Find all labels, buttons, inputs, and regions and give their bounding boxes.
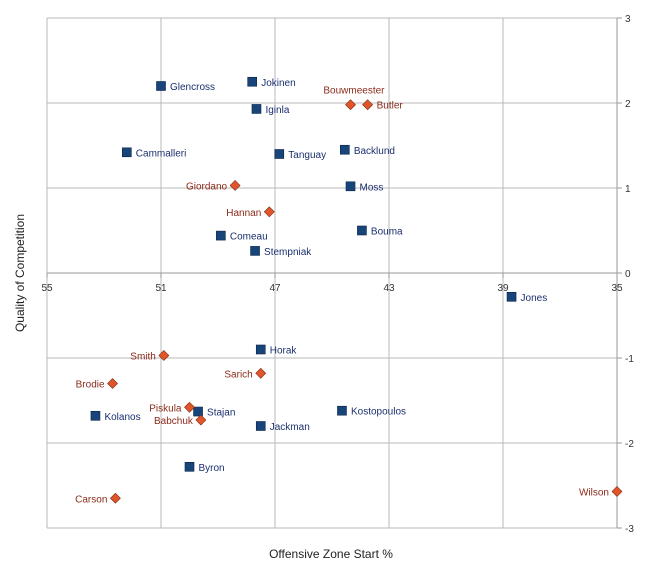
forward-point-label: Jones [521, 293, 548, 304]
defense-point [263, 206, 275, 218]
forward-point [251, 104, 262, 114]
defense-point-label: Babchuk [154, 416, 194, 427]
defense-point [229, 180, 241, 191]
forward-point-label: Backlund [354, 146, 395, 157]
defense-point [611, 486, 623, 497]
forward-point [357, 225, 367, 236]
forward-point [122, 147, 132, 158]
forward-point [337, 405, 347, 416]
defense-point-label: Sarich [224, 369, 252, 380]
defense-point [195, 414, 207, 426]
y-tick-label: -1 [625, 354, 634, 365]
y-tick-label: 0 [625, 269, 631, 280]
defense-point [107, 378, 118, 389]
forward-point-label: Tanguay [288, 150, 326, 161]
x-axis-title: Offensive Zone Start % [269, 547, 393, 561]
x-tick-label: 43 [383, 283, 395, 294]
forward-point [255, 344, 266, 355]
forward-point-label: Jokinen [261, 78, 295, 89]
forward-point-label: Stempniak [264, 247, 312, 258]
forward-point-label: Comeau [230, 232, 268, 243]
defense-point [345, 99, 356, 111]
forward-point [340, 144, 350, 155]
forward-point-label: Kolanos [104, 412, 140, 423]
axes [46, 17, 622, 529]
defense-point-label: Hannan [226, 208, 261, 219]
y-tick-label: 1 [625, 184, 631, 195]
defense-point-label: Piskula [149, 403, 182, 414]
forward-point-label: Kostopoulos [351, 407, 406, 418]
x-tick-label: 35 [611, 283, 623, 294]
forward-point-label: Iginla [265, 105, 289, 116]
forward-point-label: Glencross [170, 82, 215, 93]
defense-point-label: Brodie [76, 380, 105, 391]
forward-point-label: Bouma [371, 227, 403, 238]
defense-point [109, 492, 121, 504]
x-tick-label: 55 [41, 283, 53, 294]
x-tick-label: 39 [497, 283, 509, 294]
forward-point [345, 181, 356, 192]
defense-point [362, 99, 374, 111]
defense-point [184, 401, 195, 413]
forward-point [255, 421, 266, 431]
forward-point-label: Horak [270, 346, 298, 357]
forward-point [184, 461, 195, 472]
forward-point [216, 230, 226, 241]
forward-point [247, 76, 257, 87]
defense-point-label: Butler [377, 101, 404, 112]
defense-point-label: Carson [75, 494, 107, 505]
y-tick-label: -3 [625, 524, 634, 535]
forward-point-label: Jackman [270, 422, 310, 433]
forward-point [156, 81, 166, 91]
defense-point-label: Bouwmeester [323, 86, 385, 97]
defense-point-label: Smith [130, 351, 156, 362]
x-tick-label: 51 [155, 283, 167, 294]
forward-point-label: Byron [199, 463, 225, 474]
forward-point [506, 291, 517, 302]
forward-point-label: Cammalleri [136, 148, 187, 159]
forward-point [274, 149, 285, 159]
defense-point [158, 350, 170, 361]
forward-point-label: Moss [360, 182, 384, 193]
y-tick-label: 3 [625, 14, 631, 25]
x-tick-label: 47 [269, 283, 281, 294]
point-labels: Glencross Jokinen Iginla Cammalleri Tanguay B… [75, 78, 609, 506]
defense-point-label: Wilson [579, 487, 609, 498]
forward-point [193, 406, 203, 417]
defense-point [255, 367, 267, 379]
defense-point-label: Giordano [186, 181, 228, 192]
forward-point [250, 246, 260, 256]
forward-point [90, 410, 101, 421]
y-tick-label: -2 [625, 439, 634, 450]
y-axis-title: Quality of Competition [13, 214, 27, 332]
tick-labels: 3 2 1 0 -1 -2 -3 55 51 47 43 39 35 [41, 14, 634, 535]
y-tick-label: 2 [625, 99, 631, 110]
forward-point-label: Stajan [207, 408, 235, 419]
data-points [90, 76, 623, 504]
